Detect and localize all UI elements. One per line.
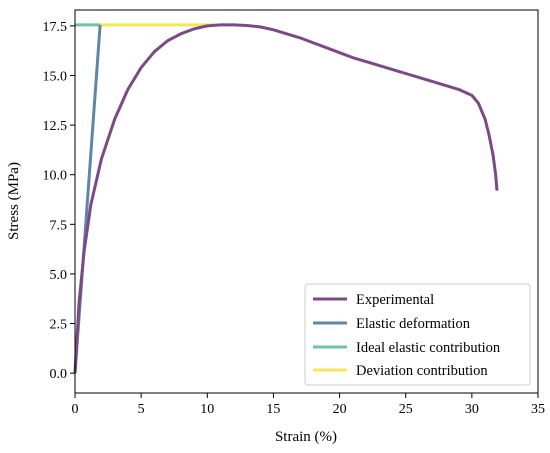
- legend-label-ideal-elastic: Ideal elastic contribution: [356, 340, 501, 356]
- legend: Experimental Elastic deformation Ideal e…: [304, 283, 531, 386]
- x-tick-label: 15: [266, 402, 280, 417]
- x-tick-label: 35: [531, 402, 545, 417]
- x-tick-label: 0: [72, 402, 79, 417]
- x-tick-label: 20: [333, 402, 347, 417]
- legend-label-deviation: Deviation contribution: [356, 363, 488, 379]
- plot-lines: [73, 23, 499, 374]
- y-tick-label: 5.0: [50, 268, 68, 283]
- y-tick-label: 2.5: [50, 318, 68, 333]
- x-axis-label: Strain (%): [275, 429, 337, 445]
- y-tick-label: 12.5: [43, 119, 68, 134]
- legend-label-elastic-deformation: Elastic deformation: [356, 316, 471, 332]
- y-tick-label: 7.5: [50, 218, 68, 233]
- x-axis-ticks: 0 5 10 15 20 25 30 35: [72, 393, 545, 417]
- plot-frame: [74, 9, 539, 394]
- y-tick-label: 17.5: [43, 20, 68, 35]
- legend-label-experimental: Experimental: [356, 292, 434, 308]
- y-tick-label: 10.0: [43, 169, 68, 184]
- y-axis-ticks: 0.0 2.5 5.0 7.5 10.0 12.5 15.0 17.5: [43, 20, 75, 382]
- legend-box: [304, 283, 531, 386]
- x-tick-label: 5: [138, 402, 145, 417]
- x-tick-label: 30: [465, 402, 479, 417]
- x-tick-label: 10: [200, 402, 214, 417]
- series-line-experimental: [73, 23, 499, 374]
- x-tick-label: 25: [399, 402, 413, 417]
- y-tick-label: 0.0: [50, 367, 68, 382]
- y-tick-label: 15.0: [43, 69, 68, 84]
- y-axis-label: Stress (MPa): [6, 162, 22, 240]
